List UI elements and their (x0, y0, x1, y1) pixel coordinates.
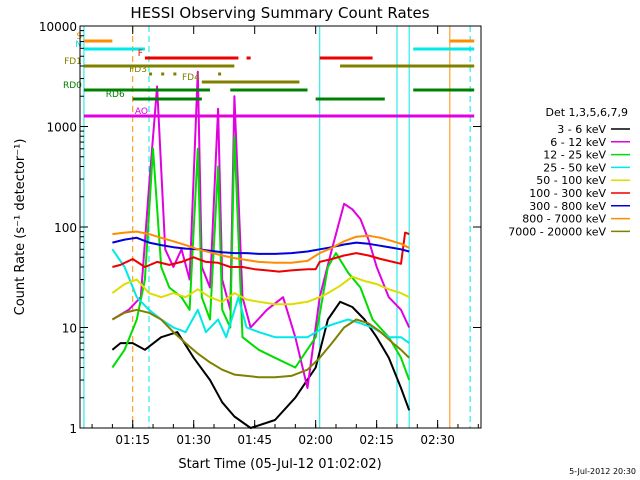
legend-label: 300 - 800 keV (529, 200, 606, 213)
legend-label: 50 - 100 keV (536, 174, 606, 187)
series-line-3-6-kev-kev (111, 300, 411, 429)
legend-label: 7000 - 20000 keV (508, 225, 606, 238)
legend-item-3-6-kev: 3 - 6 keV (557, 123, 630, 136)
flag-bar-s: S (76, 32, 475, 43)
y-tick-label: 1 (69, 422, 77, 436)
flag-label-rd6: RD6 (106, 90, 125, 100)
flag-label-s: S (76, 32, 82, 42)
legend-label: 100 - 300 keV (529, 187, 606, 200)
flag-label-n: N (75, 40, 82, 50)
series-line-50-100-kev-kev (111, 275, 410, 306)
flag-label-fd4: FD4 (182, 73, 200, 83)
flag-bar-rd6: RD6 (106, 90, 385, 101)
x-tick-label: 02:00 (298, 433, 333, 447)
series-line-300-800-kev-kev (112, 236, 410, 255)
series-line-100-300-kev-kev (112, 231, 410, 273)
x-tick-label: 02:30 (420, 433, 455, 447)
series-line-800-7000-kev-kev (112, 230, 410, 264)
x-axis-ticks: 01:15 01:30 01:45 02:00 02:15 02:30 (91, 26, 479, 447)
flag-label-fd3: FD3 (129, 65, 147, 75)
flag-label-ao: AO (135, 107, 148, 117)
flag-bar-fd3: FD3 (129, 65, 222, 76)
flag-bar-fd4: FD4 (182, 73, 300, 84)
legend-label: 3 - 6 keV (557, 123, 606, 136)
footer-date: 5-Jul-2012 20:30 (569, 467, 636, 476)
legend-label: 12 - 25 keV (543, 149, 606, 162)
legend-item-25-50-kev: 25 - 50 keV (543, 161, 630, 174)
vertical-markers (83, 26, 471, 428)
legend-label: 800 - 7000 keV (522, 213, 606, 226)
y-tick-label: 10000 (39, 20, 77, 34)
flag-label-f: F (138, 49, 143, 59)
plot-area: SN F FD1 FD3 FD4 RD0 RD6 AO 01:15 01:30 01:45 02:0… (39, 20, 482, 447)
legend-label: 25 - 50 keV (543, 161, 606, 174)
x-tick-label: 01:45 (237, 433, 272, 447)
flag-bar-fd1: FD1 (64, 57, 475, 68)
series-line-7000-20000-kev-kev (111, 308, 410, 379)
legend-item-300-800-kev: 300 - 800 keV (529, 200, 630, 213)
flag-bar-n: N (75, 40, 475, 51)
legend-item-50-100-kev: 50 - 100 keV (536, 174, 630, 187)
flag-bar-f: F (138, 49, 373, 60)
legend-title: Det 1,3,5,6,7,9 (545, 106, 628, 119)
y-tick-label: 10 (62, 322, 77, 336)
y-axis-ticks: 1 10 100 1000 10000 (39, 20, 481, 436)
y-tick-label: 100 (54, 221, 77, 235)
flag-bar-rd0: RD0 (63, 81, 475, 92)
legend-item-800-7000-kev: 800 - 7000 keV (522, 213, 630, 226)
x-axis-label: Start Time (05-Jul-12 01:02:02) (178, 457, 381, 472)
y-axis-label: Count Rate (s⁻¹ detector⁻¹) (13, 139, 28, 316)
x-tick-label: 02:15 (359, 433, 394, 447)
series-lines (111, 70, 411, 429)
flag-label-fd1: FD1 (64, 57, 82, 67)
legend-item-100-300-kev: 100 - 300 keV (529, 187, 630, 200)
y-tick-label: 1000 (46, 121, 77, 135)
legend-item-6-12-kev: 6 - 12 keV (550, 136, 630, 149)
flag-label-rd0: RD0 (63, 81, 82, 91)
flag-bar-ao: AO (83, 107, 475, 118)
legend-label: 6 - 12 keV (550, 136, 606, 149)
series-line-6-12-kev-kev (111, 70, 411, 389)
legend-item-12-25-kev: 12 - 25 keV (543, 149, 630, 162)
x-tick-label: 01:15 (115, 433, 150, 447)
flag-bars: SN F FD1 FD3 FD4 RD0 RD6 AO (63, 32, 475, 118)
chart-title: HESSI Observing Summary Count Rates (130, 4, 429, 22)
legend-item-7000-20000-kev: 7000 - 20000 keV (508, 225, 630, 238)
x-tick-label: 01:30 (176, 433, 211, 447)
